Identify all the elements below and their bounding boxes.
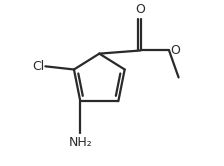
Text: O: O [136,3,145,16]
Text: O: O [170,44,180,57]
Text: NH₂: NH₂ [68,136,92,149]
Text: Cl: Cl [32,60,45,73]
